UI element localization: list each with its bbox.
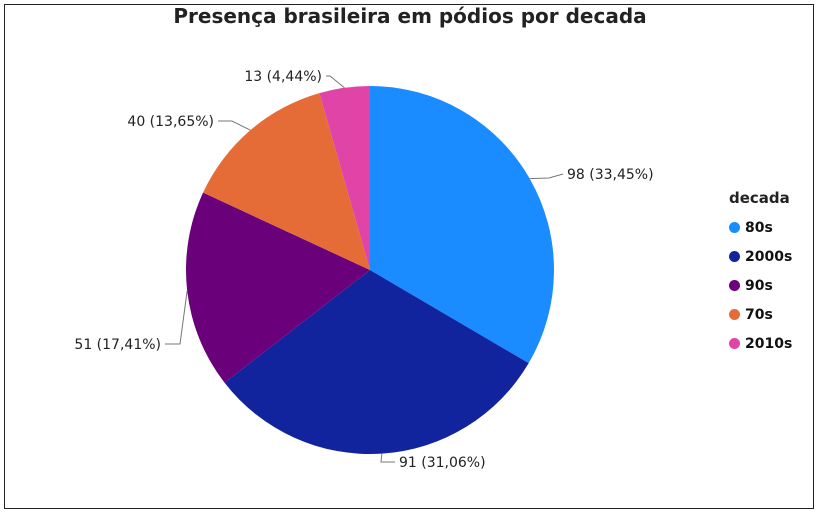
legend-label: 80s	[745, 219, 773, 236]
data-label-70s: 40 (13,65%)	[127, 114, 214, 130]
legend-items: 80s 2000s 90s 70s 2010s	[729, 213, 792, 358]
pie-slice-2000s[interactable]	[224, 270, 529, 455]
pie-slice-70s[interactable]	[203, 93, 370, 270]
legend-marker	[729, 338, 740, 349]
data-label-80s: 98 (33,45%)	[567, 167, 654, 183]
leader-line-2000s	[380, 453, 395, 463]
legend-marker	[729, 280, 740, 291]
leader-line-2010s	[326, 75, 345, 89]
legend: decada 80s 2000s 90s 70s 2010s	[729, 189, 792, 358]
data-label-90s: 51 (17,41%)	[74, 337, 161, 353]
leader-line-70s	[218, 120, 251, 131]
slice-labels: 98 (33,45%) 91 (31,06%) 51 (17,41%) 40 (13,…	[74, 69, 653, 471]
leader-line-80s	[529, 173, 564, 180]
legend-item-70s[interactable]: 70s	[729, 300, 792, 329]
legend-marker	[729, 309, 740, 320]
legend-item-2010s[interactable]: 2010s	[729, 329, 792, 358]
leader-line-90s	[165, 290, 188, 345]
data-label-2010s: 13 (4,44%)	[244, 69, 322, 85]
legend-label: 2000s	[745, 248, 793, 265]
pie-slice-80s[interactable]	[370, 86, 555, 364]
data-label-2000s: 91 (31,06%)	[399, 455, 486, 471]
pie-slice-90s[interactable]	[185, 192, 370, 383]
legend-title: decada	[729, 189, 790, 207]
legend-marker	[729, 222, 740, 233]
legend-item-90s[interactable]: 90s	[729, 271, 792, 300]
legend-marker	[729, 251, 740, 262]
legend-label: 70s	[745, 306, 773, 323]
pie-slice-2010s[interactable]	[319, 86, 370, 270]
legend-item-2000s[interactable]: 2000s	[729, 242, 792, 271]
legend-label: 2010s	[745, 335, 793, 352]
pie-slices	[185, 86, 555, 455]
legend-label: 90s	[745, 277, 773, 294]
legend-item-80s[interactable]: 80s	[729, 213, 792, 242]
chart-title: Presença brasileira em pódios por decada	[173, 4, 647, 28]
